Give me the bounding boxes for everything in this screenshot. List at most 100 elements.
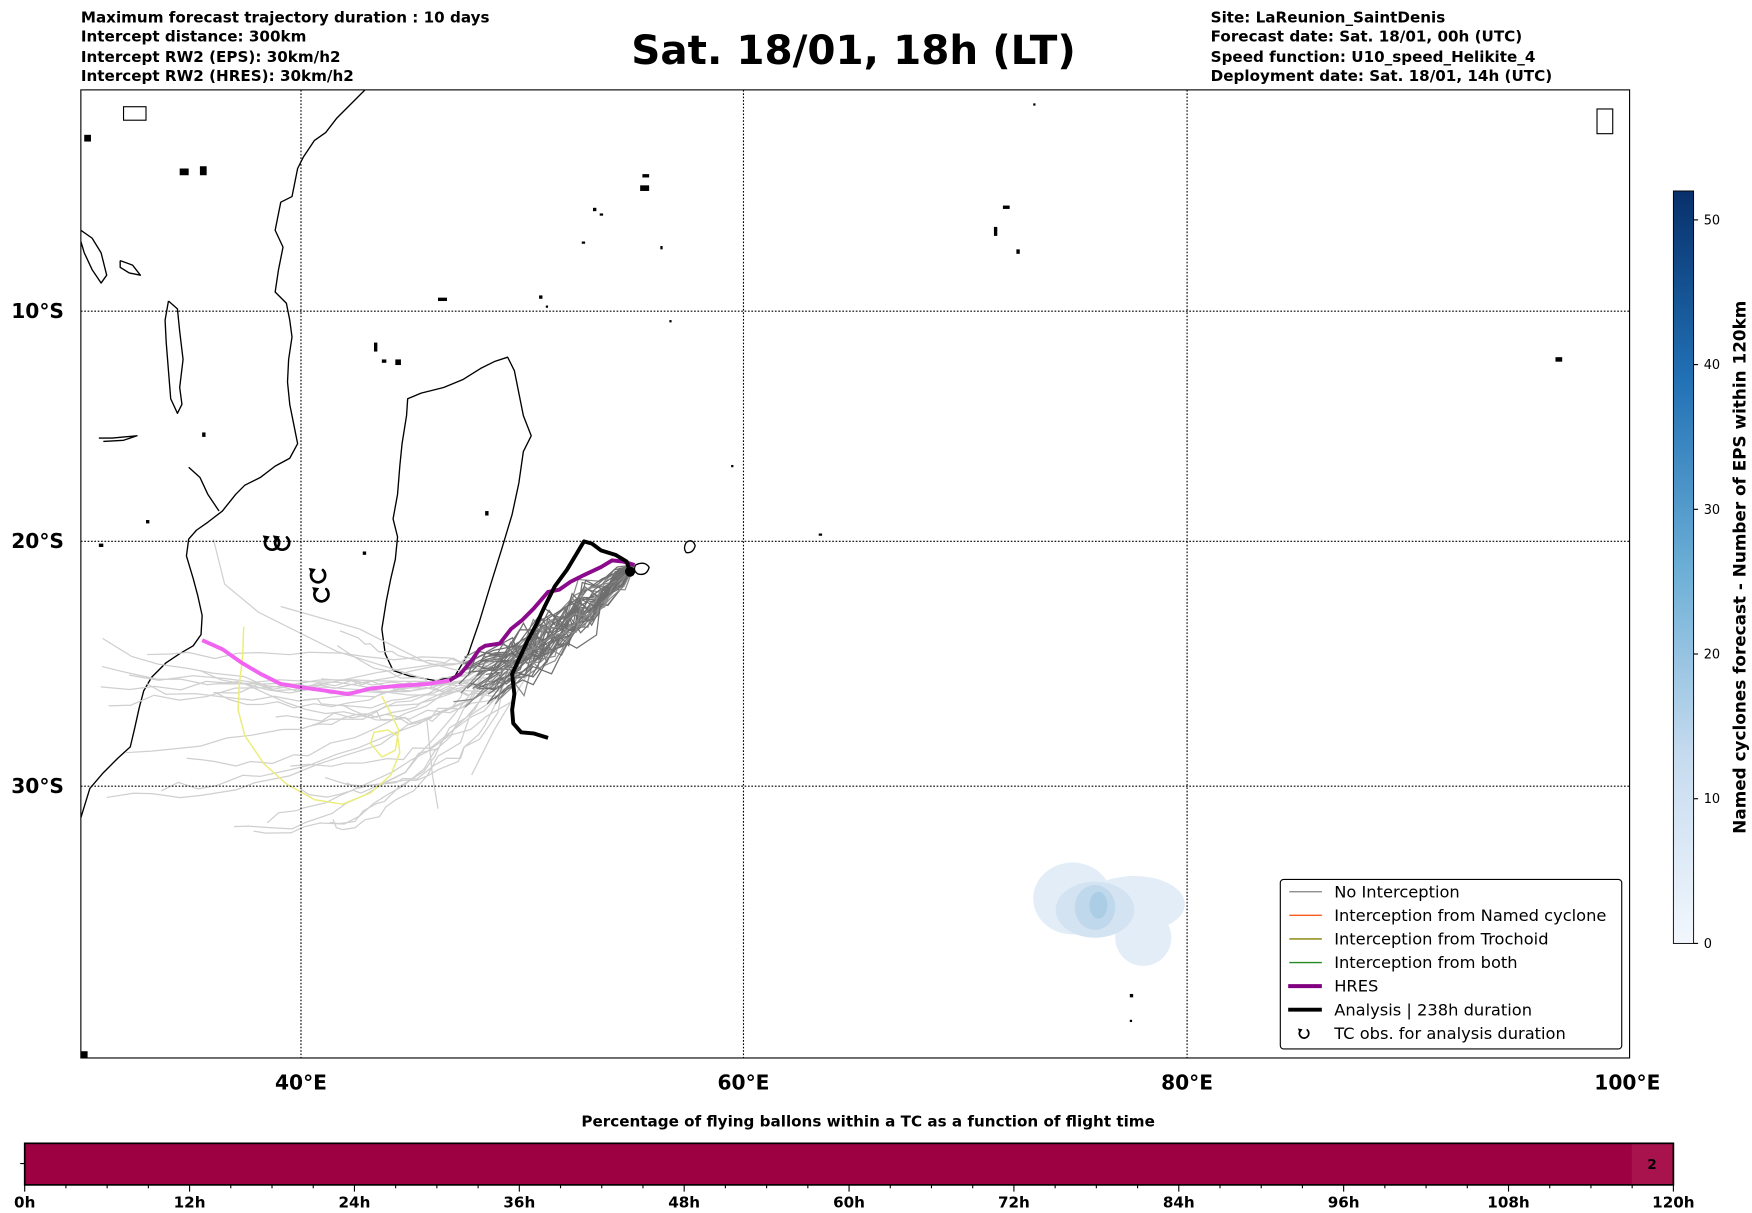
cyclone-density-area	[1033, 862, 1185, 966]
header-line: Intercept RW2 (EPS): 30km/h2	[81, 48, 341, 66]
lake-outline	[164, 300, 184, 415]
hres-trajectory-late	[201, 638, 450, 697]
legend: No Interception Interception from Named …	[1279, 878, 1623, 1050]
eps-trajectory	[101, 665, 491, 696]
eps-trajectory	[482, 564, 635, 670]
eps-trajectories-far	[100, 538, 529, 834]
eps-trajectory	[339, 630, 474, 664]
time-tick-label: 84h	[1163, 1193, 1195, 1211]
time-tick-label: 36h	[503, 1193, 535, 1211]
eps-trajectory	[489, 564, 635, 702]
lake-outline	[188, 466, 220, 512]
eps-trajectory	[476, 564, 635, 673]
analysis-trajectory	[510, 539, 632, 740]
time-tick-label: 72h	[998, 1193, 1030, 1211]
colorbar-scale	[1672, 190, 1695, 944]
lon-label: 100°E	[1594, 1070, 1660, 1094]
legend-label: No Interception	[1334, 882, 1460, 901]
lon-label: 40°E	[275, 1070, 327, 1094]
lake-outline	[98, 435, 138, 443]
lake-outline	[80, 229, 108, 284]
tc-obs-icon	[310, 585, 330, 603]
colorbar-label: Named cyclones forecast - Number of EPS …	[1729, 301, 1749, 834]
gridlines	[80, 89, 1630, 1058]
eps-trajectory	[480, 564, 635, 662]
reunion-island	[633, 562, 650, 576]
eps-trajectory	[426, 718, 439, 809]
header-line: Speed function: U10_speed_Helikite_4	[1211, 48, 1536, 66]
percentage-bar	[24, 1143, 1674, 1185]
eps-trajectory	[336, 644, 514, 696]
eps-trajectory	[300, 679, 505, 798]
eps-trajectory	[280, 605, 472, 675]
legend-label: Interception from Trochoid	[1334, 930, 1548, 949]
header-line: Intercept distance: 300km	[81, 28, 307, 46]
time-tick-label: 120h	[1652, 1193, 1694, 1211]
eps-trajectory	[126, 676, 511, 754]
colorbar-tick-label: 40	[1704, 358, 1720, 373]
header-line: Deployment date: Sat. 18/01, 14h (UTC)	[1211, 67, 1552, 85]
eps-trajectory	[186, 677, 475, 767]
colorbar-tick-label: 30	[1704, 503, 1720, 518]
lon-label: 80°E	[1161, 1070, 1213, 1094]
eps-trajectory	[471, 673, 529, 776]
trochoid-interception-trajectory	[237, 626, 401, 805]
header-right: Site: LaReunion_SaintDenis Forecast date…	[1211, 9, 1552, 85]
map-frame	[80, 89, 1631, 1059]
legend-label: Interception from both	[1334, 953, 1517, 972]
header-line: Intercept RW2 (HRES): 30km/h2	[81, 67, 354, 85]
eps-trajectory	[253, 688, 477, 834]
eps-trajectory	[147, 651, 498, 669]
header-left: Maximum forecast trajectory duration : 1…	[81, 9, 490, 85]
time-tick-label: 48h	[668, 1193, 700, 1211]
legend-label: TC obs. for analysis duration	[1333, 1024, 1566, 1043]
time-tick-label: 12h	[174, 1193, 206, 1211]
eps-trajectory	[480, 564, 635, 677]
time-tick-label: 0h	[14, 1193, 35, 1211]
flight-time-bar: Percentage of flying ballons within a TC…	[14, 1112, 1695, 1211]
lat-label: 20°S	[11, 529, 64, 553]
percentage-cell-last	[1631, 1143, 1674, 1185]
africa-coast	[80, 89, 366, 818]
colorbar-tick-label: 50	[1704, 213, 1720, 228]
time-tick-label: 60h	[833, 1193, 865, 1211]
percentage-value: 2	[1647, 1157, 1656, 1173]
eps-trajectory	[472, 564, 635, 690]
eps-trajectory	[160, 687, 507, 792]
tc-observations	[261, 534, 330, 603]
eps-trajectories-near	[453, 564, 636, 708]
eps-trajectory	[346, 676, 517, 789]
hres-trajectory-early	[448, 558, 636, 683]
eps-trajectory	[217, 668, 481, 709]
eps-trajectory	[290, 684, 514, 767]
eps-trajectory	[332, 669, 514, 831]
small-islands	[80, 103, 1614, 1058]
eps-trajectory	[106, 671, 507, 799]
map: No Interception Interception from Named …	[11, 89, 1660, 1094]
lon-label: 60°E	[717, 1070, 769, 1094]
header-line: Forecast date: Sat. 18/01, 00h (UTC)	[1211, 28, 1523, 46]
eps-trajectory	[310, 680, 475, 727]
flight-time-title: Percentage of flying ballons within a TC…	[581, 1112, 1155, 1130]
legend-label: Analysis | 238h duration	[1334, 1000, 1532, 1019]
time-tick-label: 108h	[1487, 1193, 1529, 1211]
colorbar-tick-label: 0	[1704, 937, 1712, 952]
mauritius-island	[683, 540, 696, 554]
colorbar: 0 10 20 30 40 50 Named cyclones forecast - Nu…	[1672, 190, 1749, 952]
eps-trajectory	[212, 538, 427, 681]
header-line: Maximum forecast trajectory duration : 1…	[81, 9, 490, 27]
lat-label: 30°S	[11, 774, 64, 798]
page-title: Sat. 18/01, 18h (LT)	[631, 26, 1076, 74]
header-line: Site: LaReunion_SaintDenis	[1211, 9, 1446, 27]
eps-trajectory	[266, 699, 516, 824]
legend-label: HRES	[1334, 977, 1378, 996]
deployment-site-marker	[624, 566, 636, 577]
colorbar-tick-label: 20	[1704, 648, 1720, 663]
lat-label: 10°S	[11, 299, 64, 323]
colorbar-tick-label: 10	[1704, 792, 1720, 807]
tc-obs-icon	[307, 566, 327, 584]
lake-outline	[119, 259, 142, 276]
legend-label: Interception from Named cyclone	[1334, 906, 1606, 925]
time-tick-label: 96h	[1328, 1193, 1360, 1211]
